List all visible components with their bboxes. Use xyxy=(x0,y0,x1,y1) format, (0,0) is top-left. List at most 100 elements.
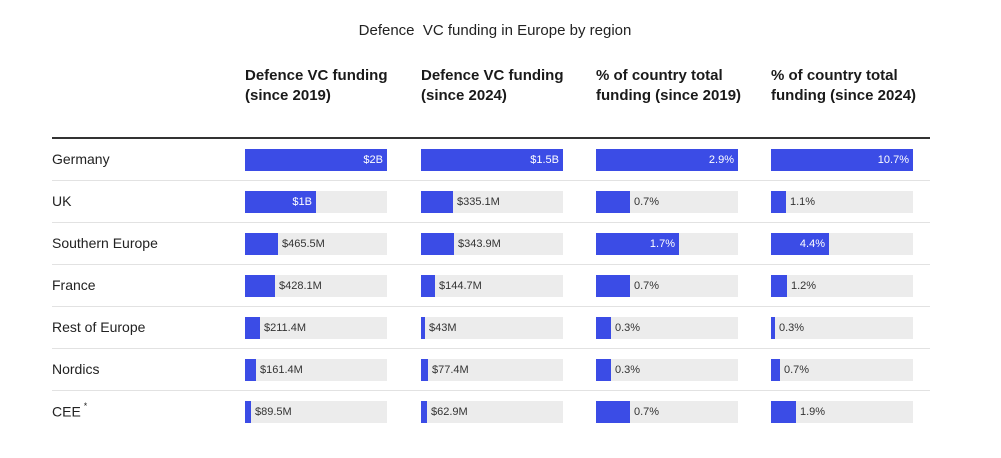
region-name: Germany xyxy=(52,151,110,167)
column-header-share-2024: % of country total funding (since 2024) xyxy=(771,67,917,104)
bar-track: $2B xyxy=(245,149,387,171)
bar-track: 0.7% xyxy=(596,401,738,423)
bar-track: 1.7% xyxy=(596,233,738,255)
value-label: $62.9M xyxy=(431,406,468,418)
table-row: France $428.1M $144.7M 0.7% 1.2% xyxy=(52,265,930,307)
bar-c2024 xyxy=(421,149,563,171)
bar-track: $211.4M xyxy=(245,317,387,339)
value-label: $2B xyxy=(363,154,383,166)
bar-p2019 xyxy=(596,359,611,381)
bar-c2024 xyxy=(421,317,425,339)
bar-track: $161.4M xyxy=(245,359,387,381)
bar-track: 0.7% xyxy=(771,359,913,381)
row-divider xyxy=(52,306,930,307)
bar-p2024 xyxy=(771,359,780,381)
region-name: Nordics xyxy=(52,361,100,377)
bar-track: 1.9% xyxy=(771,401,913,423)
bar-p2019 xyxy=(596,191,630,213)
bar-c2019 xyxy=(245,233,278,255)
column-header-funding-2024: Defence VC funding (since 2024) xyxy=(421,67,564,104)
header-divider xyxy=(52,137,930,139)
bar-track: $1B xyxy=(245,191,387,213)
region-label: Nordics xyxy=(52,361,99,377)
value-label: 4.4% xyxy=(799,238,825,250)
table-row: Rest of Europe $211.4M $43M 0.3% 0.3% xyxy=(52,307,930,349)
bar-track: $465.5M xyxy=(245,233,387,255)
value-label: 0.3% xyxy=(615,364,641,376)
value-label: $428.1M xyxy=(279,280,322,292)
bar-p2024 xyxy=(771,401,796,423)
bar-track: 1.2% xyxy=(771,275,913,297)
value-label: 1.1% xyxy=(790,196,816,208)
value-label: $211.4M xyxy=(264,322,306,334)
region-name: Rest of Europe xyxy=(52,319,146,335)
bar-track: $428.1M xyxy=(245,275,387,297)
bar-track: 0.3% xyxy=(596,359,738,381)
region-label: Germany xyxy=(52,151,110,167)
row-divider xyxy=(52,180,930,181)
bar-c2019 xyxy=(245,317,260,339)
bar-c2024 xyxy=(421,191,453,213)
bar-c2019 xyxy=(245,401,251,423)
region-name: UK xyxy=(52,193,72,209)
value-label: 0.7% xyxy=(634,280,660,292)
bar-c2024 xyxy=(421,401,427,423)
region-label: Southern Europe xyxy=(52,235,158,251)
column-header-share-2019: % of country total funding (since 2019) xyxy=(596,67,742,104)
bar-p2019 xyxy=(596,317,611,339)
bar-p2024 xyxy=(771,275,787,297)
bar-track: $343.9M xyxy=(421,233,563,255)
value-label: 0.7% xyxy=(784,364,810,376)
value-label: $343.9M xyxy=(458,238,501,250)
value-label: $77.4M xyxy=(432,364,469,376)
value-label: $1.5B xyxy=(530,154,559,166)
bar-p2024 xyxy=(771,317,775,339)
region-label: Rest of Europe xyxy=(52,319,145,335)
bar-c2024 xyxy=(421,275,435,297)
bar-c2019 xyxy=(245,275,275,297)
chart-title: Defence VC funding in Europe by region xyxy=(358,22,632,39)
bar-p2024 xyxy=(771,233,829,255)
bar-track: $43M xyxy=(421,317,563,339)
bar-track: 2.9% xyxy=(596,149,738,171)
region-name: Southern Europe xyxy=(52,235,158,251)
table-row: Nordics $161.4M $77.4M 0.3% 0.7% xyxy=(52,349,930,391)
region-name: France xyxy=(52,277,96,293)
row-divider xyxy=(52,222,930,223)
bar-c2019 xyxy=(245,191,316,213)
row-divider xyxy=(52,390,930,391)
column-header-funding-2019: Defence VC funding (since 2019) xyxy=(245,67,388,104)
bar-track: $335.1M xyxy=(421,191,563,213)
bar-track: $144.7M xyxy=(421,275,563,297)
bar-track: 4.4% xyxy=(771,233,913,255)
value-label: 0.7% xyxy=(634,406,660,418)
row-divider xyxy=(52,348,930,349)
bar-p2024 xyxy=(771,149,913,171)
value-label: 2.9% xyxy=(708,154,734,166)
region-label: UK xyxy=(52,193,71,209)
table-row: CEE * $89.5M $62.9M 0.7% 1.9% xyxy=(52,391,930,433)
bar-p2019 xyxy=(596,401,630,423)
bar-c2019 xyxy=(245,359,256,381)
bar-c2019 xyxy=(245,149,387,171)
bar-p2019 xyxy=(596,149,738,171)
value-label: 1.9% xyxy=(800,406,826,418)
bar-p2019 xyxy=(596,233,679,255)
value-label: 1.7% xyxy=(649,238,675,250)
value-label: $144.7M xyxy=(439,280,482,292)
value-label: $43M xyxy=(429,322,457,334)
table-row: Southern Europe $465.5M $343.9M 1.7% 4.4% xyxy=(52,223,930,265)
region-label: France xyxy=(52,277,96,293)
bar-track: 0.3% xyxy=(771,317,913,339)
bar-c2024 xyxy=(421,359,428,381)
bar-c2024 xyxy=(421,233,454,255)
bar-track: 0.7% xyxy=(596,275,738,297)
value-label: 0.3% xyxy=(779,322,805,334)
bar-track: $89.5M xyxy=(245,401,387,423)
value-label: 1.2% xyxy=(791,280,817,292)
bar-track: 0.7% xyxy=(596,191,738,213)
bar-track: 1.1% xyxy=(771,191,913,213)
value-label: $465.5M xyxy=(282,238,325,250)
value-label: $89.5M xyxy=(255,406,292,418)
bar-track: 10.7% xyxy=(771,149,913,171)
